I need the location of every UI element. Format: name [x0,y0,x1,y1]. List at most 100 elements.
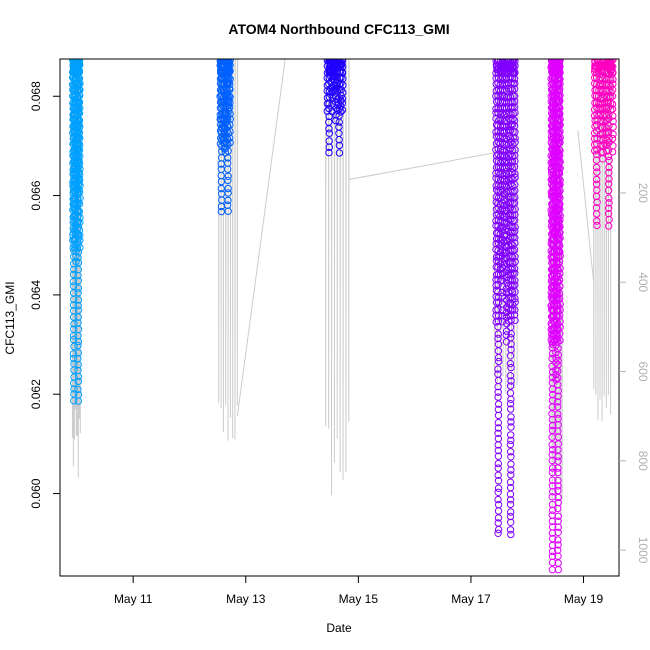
data-point [70,379,78,387]
data-point [511,211,519,219]
data-point [556,164,564,173]
data-point [507,340,515,348]
data-point [554,325,562,334]
data-point [509,115,517,123]
data-point [508,306,517,314]
data-point [501,226,509,235]
data-point [554,117,562,125]
data-point [75,129,84,137]
data-point [494,365,502,373]
data-point [494,388,502,396]
data-point [69,335,78,344]
data-point [554,427,562,435]
data-point [225,84,234,93]
data-point [607,75,615,84]
data-point [494,330,502,338]
data-point [598,59,607,64]
data-point [554,523,562,531]
data-point [325,148,333,157]
data-point [74,349,83,357]
data-point [556,115,564,123]
data-point [494,484,503,492]
data-point [507,431,515,439]
data-point [226,80,234,89]
data-point [608,148,617,156]
data-point [548,511,556,519]
data-point [556,212,564,220]
data-point [70,320,78,328]
series-flight-6 [590,59,617,230]
data-point [224,196,232,205]
data-point [554,290,562,299]
data-point [494,525,503,534]
data-point [76,141,84,149]
data-point [595,61,603,70]
data-point [507,405,515,413]
data-point [510,116,519,125]
data-point [511,269,519,277]
data-point [506,134,515,142]
data-point [325,65,334,73]
data-point [74,313,82,321]
data-point [511,298,519,306]
data-point [556,186,564,195]
data-point [76,218,84,227]
data-point [69,301,78,309]
data-point [74,248,83,256]
data-point [494,452,503,460]
data-point [506,440,515,449]
data-point [507,466,515,474]
data-point [70,59,78,64]
data-point [554,486,562,495]
data-point [554,482,562,490]
data-point [325,129,334,137]
data-point [325,100,333,108]
data-point [74,385,82,394]
data-point [605,199,613,207]
data-point [494,353,503,362]
data-point [224,189,232,197]
data-point [506,512,515,521]
pressure-trace-connector [348,152,495,181]
data-point [508,288,517,296]
data-point [70,397,78,405]
data-point [552,359,560,367]
data-point [494,317,503,325]
data-point [554,153,562,161]
data-point [506,372,515,380]
data-point [609,130,617,139]
data-point [506,150,515,158]
data-point [500,92,509,100]
data-point [74,377,83,386]
data-point [70,342,78,351]
data-point [555,150,563,158]
data-point [556,229,564,237]
data-point [599,141,607,150]
data-point [511,79,519,88]
data-point [494,323,502,331]
data-point [593,168,601,176]
data-point [507,518,515,526]
data-point [75,102,83,111]
data-point [494,507,503,515]
data-point [605,194,613,202]
data-point [337,108,345,116]
data-point [511,277,519,285]
data-point [494,419,502,427]
plot-area [68,59,617,574]
data-point [226,139,234,147]
data-point [511,108,519,117]
data-point [511,97,519,106]
data-point [506,478,515,486]
data-point [494,471,502,479]
data-point [74,361,82,369]
data-point [494,488,502,496]
data-point [609,112,617,120]
data-point [74,272,82,280]
x-tick-label: May 19 [564,592,604,606]
data-point [552,330,560,339]
data-point [548,62,557,71]
data-point [509,182,517,190]
data-point [69,278,78,286]
